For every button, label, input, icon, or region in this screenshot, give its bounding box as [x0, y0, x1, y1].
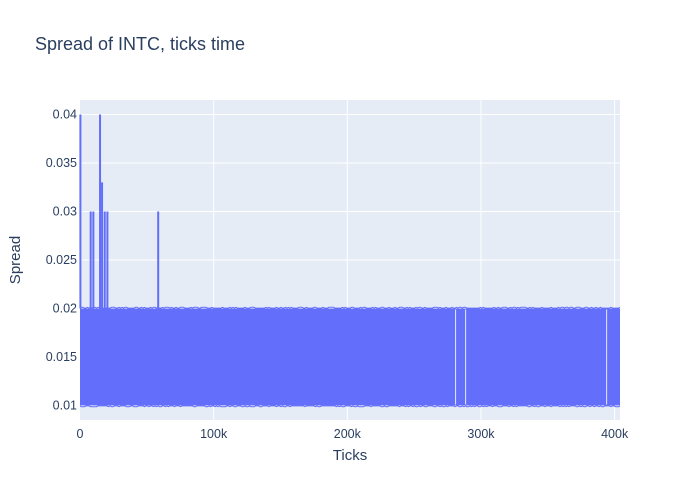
chart-title: Spread of INTC, ticks time — [35, 34, 245, 54]
y-axis-ticks: 0.01 0.015 0.02 0.025 0.03 0.035 0.04 — [46, 108, 77, 413]
spread-band-bottom-edge — [79, 405, 621, 408]
x-tick-label: 0 — [77, 427, 84, 441]
spread-band-top-edge — [80, 306, 621, 309]
x-axis-ticks: 0 100k 200k 300k 400k — [77, 427, 629, 441]
y-tick-label: 0.015 — [46, 350, 77, 364]
y-tick-label: 0.02 — [53, 301, 77, 315]
y-tick-label: 0.025 — [46, 253, 77, 267]
x-tick-label: 200k — [334, 427, 362, 441]
y-tick-label: 0.03 — [53, 205, 77, 219]
y-axis-title: Spread — [7, 236, 24, 284]
x-tick-label: 100k — [200, 427, 228, 441]
y-tick-label: 0.035 — [46, 156, 77, 170]
spread-band — [80, 308, 620, 406]
x-tick-label: 400k — [601, 427, 629, 441]
y-tick-label: 0.01 — [53, 398, 77, 412]
y-tick-label: 0.04 — [53, 108, 77, 122]
x-tick-label: 300k — [467, 427, 495, 441]
series-spread — [79, 114, 621, 408]
x-axis-title: Ticks — [333, 447, 367, 464]
